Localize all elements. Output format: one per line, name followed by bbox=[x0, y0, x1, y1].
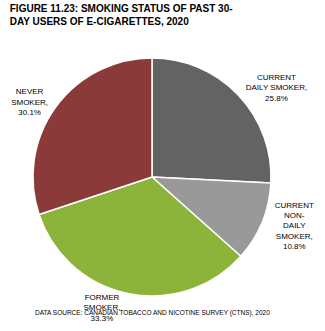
svg-text:CURRENTNON-DAILYSMOKER,10.8%: CURRENTNON-DAILYSMOKER,10.8% bbox=[275, 201, 314, 252]
svg-text:FIGURE 11.23: SMOKING STATUS O: FIGURE 11.23: SMOKING STATUS OF PAST 30-… bbox=[10, 3, 233, 27]
svg-text:DATA SOURCE: CANADIAN TOBACCO: DATA SOURCE: CANADIAN TOBACCO AND NICOTI… bbox=[35, 309, 270, 317]
svg-text:FORMERSMOKER,33.3%: FORMERSMOKER,33.3% bbox=[84, 293, 121, 323]
svg-text:NEVERSMOKER,30.1%: NEVERSMOKER,30.1% bbox=[11, 87, 48, 117]
svg-text:CURRENTDAILY SMOKER,25.8%: CURRENTDAILY SMOKER,25.8% bbox=[246, 73, 308, 103]
